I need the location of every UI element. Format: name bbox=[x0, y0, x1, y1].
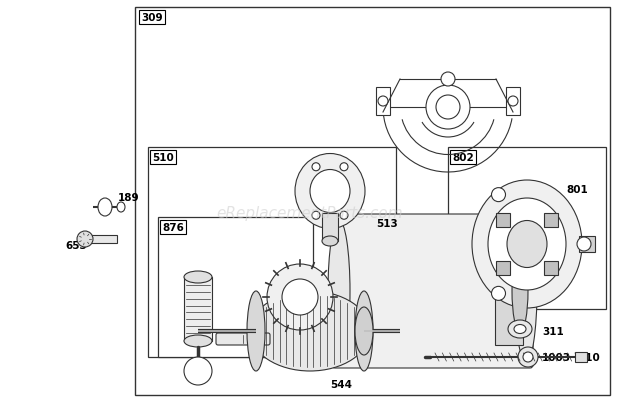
Bar bbox=[376, 88, 390, 116]
FancyBboxPatch shape bbox=[216, 333, 270, 345]
Ellipse shape bbox=[184, 271, 212, 283]
Bar bbox=[544, 213, 558, 227]
Circle shape bbox=[492, 287, 505, 301]
Ellipse shape bbox=[355, 291, 373, 371]
Text: 802: 802 bbox=[452, 153, 474, 163]
Circle shape bbox=[77, 231, 93, 247]
Circle shape bbox=[282, 279, 318, 315]
Ellipse shape bbox=[355, 307, 373, 355]
Bar bbox=[544, 261, 558, 275]
Text: 189: 189 bbox=[118, 193, 140, 202]
Polygon shape bbox=[579, 236, 595, 252]
Ellipse shape bbox=[488, 198, 566, 290]
Text: 309: 309 bbox=[141, 13, 162, 23]
Circle shape bbox=[518, 347, 538, 367]
Text: 513: 513 bbox=[376, 218, 398, 229]
Ellipse shape bbox=[247, 291, 265, 371]
Circle shape bbox=[492, 188, 505, 202]
Ellipse shape bbox=[117, 202, 125, 213]
Text: 1003: 1003 bbox=[542, 352, 571, 362]
Bar bbox=[448, 148, 606, 309]
Bar bbox=[506, 88, 520, 116]
Bar bbox=[496, 213, 510, 227]
Ellipse shape bbox=[295, 154, 365, 229]
Ellipse shape bbox=[328, 220, 350, 362]
Bar bbox=[158, 218, 313, 357]
Bar bbox=[496, 261, 510, 275]
Bar bbox=[575, 352, 587, 362]
Circle shape bbox=[340, 163, 348, 171]
Ellipse shape bbox=[515, 220, 537, 362]
Circle shape bbox=[267, 264, 333, 330]
Circle shape bbox=[441, 73, 455, 87]
Text: 311: 311 bbox=[542, 326, 564, 336]
Bar bbox=[495, 237, 523, 345]
Text: 310: 310 bbox=[578, 352, 600, 362]
Text: 653: 653 bbox=[65, 240, 87, 250]
Circle shape bbox=[426, 86, 470, 130]
Text: 803: 803 bbox=[530, 284, 552, 294]
Circle shape bbox=[312, 212, 320, 220]
Bar bbox=[85, 236, 117, 243]
Ellipse shape bbox=[508, 320, 532, 338]
Bar bbox=[135, 8, 610, 395]
Circle shape bbox=[577, 237, 591, 252]
Text: 876: 876 bbox=[162, 222, 184, 232]
Bar bbox=[184, 277, 212, 341]
Text: 544: 544 bbox=[330, 379, 352, 389]
Ellipse shape bbox=[512, 251, 528, 332]
Text: 783: 783 bbox=[318, 284, 340, 294]
Text: eReplacementParts.com: eReplacementParts.com bbox=[216, 205, 404, 220]
Text: 510: 510 bbox=[152, 153, 174, 163]
Circle shape bbox=[184, 357, 212, 385]
Circle shape bbox=[508, 97, 518, 107]
Circle shape bbox=[378, 97, 388, 107]
Ellipse shape bbox=[184, 335, 212, 347]
Circle shape bbox=[436, 96, 460, 120]
Ellipse shape bbox=[507, 221, 547, 268]
Circle shape bbox=[312, 163, 320, 171]
Bar bbox=[148, 148, 396, 357]
Ellipse shape bbox=[98, 198, 112, 216]
Circle shape bbox=[523, 352, 533, 362]
Ellipse shape bbox=[250, 291, 370, 371]
Text: 801: 801 bbox=[566, 184, 588, 195]
FancyBboxPatch shape bbox=[332, 214, 533, 368]
Ellipse shape bbox=[322, 236, 338, 246]
Ellipse shape bbox=[514, 325, 526, 334]
Text: 896: 896 bbox=[322, 346, 343, 356]
Ellipse shape bbox=[310, 170, 350, 213]
Ellipse shape bbox=[472, 180, 582, 308]
Circle shape bbox=[340, 212, 348, 220]
Bar bbox=[322, 213, 338, 241]
Circle shape bbox=[190, 363, 206, 379]
